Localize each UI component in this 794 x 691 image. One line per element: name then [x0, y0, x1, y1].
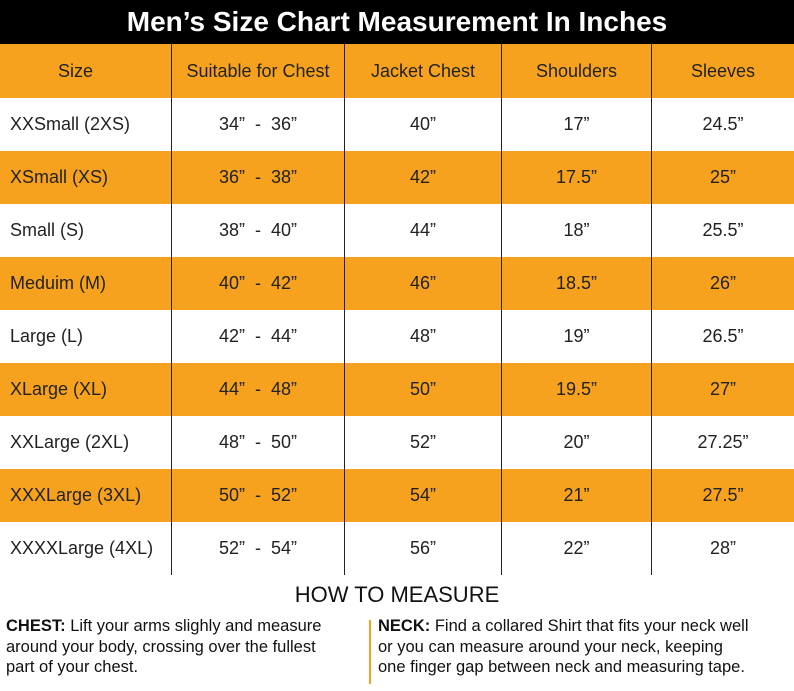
how-to-measure-title: HOW TO MEASURE	[294, 582, 500, 607]
table-cell: 28”	[652, 522, 794, 575]
table-cell: 18.5”	[502, 257, 652, 310]
table-cell: 22”	[502, 522, 652, 575]
table-cell: XSmall (XS)	[0, 151, 172, 204]
table-cell: XXLarge (2XL)	[0, 416, 172, 469]
table-cell: 50” - 52”	[172, 469, 345, 522]
note-line: NECK: Find a collared Shirt that fits yo…	[378, 616, 748, 637]
table-cell: 42” - 44”	[172, 310, 345, 363]
note-text: or you can measure around your neck, kee…	[378, 637, 723, 656]
table-cell: Meduim (M)	[0, 257, 172, 310]
note-label: NECK:	[378, 617, 431, 635]
note-text: one finger gap between neck and measurin…	[378, 658, 745, 676]
note-line: one finger gap between neck and measurin…	[378, 657, 748, 678]
table-cell: 52”	[345, 416, 502, 469]
table-cell: 17”	[502, 98, 652, 151]
table-cell: XXXLarge (3XL)	[0, 469, 172, 522]
table-cell: 50”	[345, 363, 502, 416]
table-cell: 46”	[345, 257, 502, 310]
table-cell: 54”	[345, 469, 502, 522]
chest-note: CHEST: Lift your arms slighly and measur…	[6, 616, 321, 678]
table-cell: Large (L)	[0, 310, 172, 363]
table-cell: 21”	[502, 469, 652, 522]
note-text: Find a collared Shirt that fits your nec…	[434, 617, 749, 635]
table-cell: 40”	[345, 98, 502, 151]
table-cell: 34” - 36”	[172, 98, 345, 151]
note-text: Lift your arms slighly and measure	[70, 617, 322, 635]
column-header: Size	[0, 44, 172, 98]
table-cell: 38” - 40”	[172, 204, 345, 257]
table-cell: 44”	[345, 204, 502, 257]
column-header: Sleeves	[652, 44, 794, 98]
table-cell: 19.5”	[502, 363, 652, 416]
table-cell: 27”	[652, 363, 794, 416]
table-cell: 19”	[502, 310, 652, 363]
column-header: Suitable for Chest	[172, 44, 345, 98]
table-cell: Small (S)	[0, 204, 172, 257]
table-cell: 40” - 42”	[172, 257, 345, 310]
note-line: part of your chest.	[6, 657, 321, 678]
table-cell: XXSmall (2XS)	[0, 98, 172, 151]
note-label: CHEST:	[6, 617, 66, 635]
note-text: around your body, crossing over the full…	[6, 637, 316, 656]
table-cell: 25.5”	[652, 204, 794, 257]
table-cell: 36” - 38”	[172, 151, 345, 204]
table-cell: 24.5”	[652, 98, 794, 151]
table-cell: XXXXLarge (4XL)	[0, 522, 172, 575]
neck-note: NECK: Find a collared Shirt that fits yo…	[378, 616, 748, 678]
table-cell: 52” - 54”	[172, 522, 345, 575]
column-header: Shoulders	[502, 44, 652, 98]
table-cell: 44” - 48”	[172, 363, 345, 416]
table-cell: 26.5”	[652, 310, 794, 363]
note-line: around your body, crossing over the full…	[6, 637, 321, 658]
table-cell: 20”	[502, 416, 652, 469]
divider	[369, 620, 371, 684]
table-cell: 25”	[652, 151, 794, 204]
table-cell: 48”	[345, 310, 502, 363]
table-cell: 27.5”	[652, 469, 794, 522]
table-cell: 56”	[345, 522, 502, 575]
table-cell: 18”	[502, 204, 652, 257]
title: Men’s Size Chart Measurement In Inches	[0, 0, 794, 44]
note-line: or you can measure around your neck, kee…	[378, 637, 748, 658]
table-cell: 27.25”	[652, 416, 794, 469]
table-cell: 48” - 50”	[172, 416, 345, 469]
note-text: part of your chest.	[6, 658, 139, 676]
table-cell: 26”	[652, 257, 794, 310]
table-cell: XLarge (XL)	[0, 363, 172, 416]
note-line: CHEST: Lift your arms slighly and measur…	[6, 616, 321, 637]
table-cell: 17.5”	[502, 151, 652, 204]
table-cell: 42”	[345, 151, 502, 204]
column-header: Jacket Chest	[345, 44, 502, 98]
